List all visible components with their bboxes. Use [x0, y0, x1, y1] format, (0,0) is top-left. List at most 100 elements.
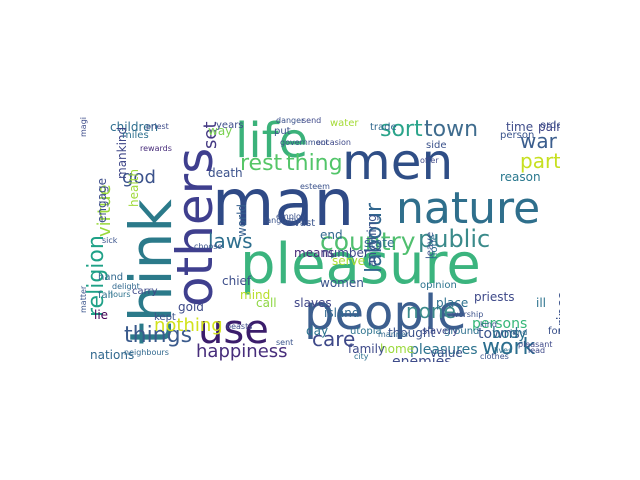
- word-nothing: nothing: [154, 315, 223, 336]
- word-body: body: [492, 326, 527, 342]
- word-way: way: [208, 124, 233, 138]
- word-slavery: slavery: [422, 326, 459, 337]
- word-neighbours: neighbours: [124, 348, 169, 357]
- word-home: home: [380, 342, 415, 356]
- word-ill: ill: [536, 296, 547, 310]
- word-men: men: [342, 133, 454, 191]
- word-danger: danger: [276, 117, 305, 125]
- word-sick: sick: [102, 236, 118, 245]
- word-health: health: [127, 169, 141, 207]
- word-sent: sent: [276, 338, 294, 347]
- word-send: send: [302, 117, 322, 125]
- word-island: island: [324, 306, 360, 320]
- word-hours: hours: [108, 290, 131, 299]
- word-occasion: occasion: [316, 138, 351, 147]
- word-person: person: [500, 130, 535, 141]
- word-water: water: [330, 118, 359, 129]
- word-sort: sort: [380, 117, 423, 142]
- word-magistrates: magistrates: [80, 117, 88, 137]
- word-side: side: [426, 140, 447, 151]
- word-carry: carry: [132, 286, 158, 297]
- word-force: force: [548, 326, 560, 337]
- word-end: end: [320, 228, 343, 242]
- word-enemies: enemies: [392, 354, 452, 362]
- word-call: call: [256, 296, 277, 310]
- word-beasts: beasts: [226, 322, 253, 331]
- word-state: state: [364, 236, 395, 250]
- word-means: means: [294, 246, 335, 260]
- word-government: government: [280, 138, 329, 147]
- word-pain: pain: [538, 120, 560, 134]
- word-things: things: [124, 323, 193, 348]
- word-pleasure: pleasure: [240, 232, 481, 297]
- word-nations: nations: [90, 348, 135, 362]
- word-priests: priests: [474, 290, 515, 304]
- word-ground: ground: [444, 326, 480, 337]
- word-man: man: [212, 167, 355, 241]
- word-number: number: [322, 246, 369, 260]
- word-public: public: [418, 225, 491, 253]
- word-thought: thought: [388, 326, 436, 340]
- word-thing: thing: [286, 151, 343, 176]
- word-put: put: [274, 126, 291, 137]
- word-rest: rest: [240, 151, 283, 176]
- word-family: family: [348, 342, 386, 356]
- word-choose: choose: [194, 242, 223, 251]
- word-children: children: [110, 120, 159, 134]
- word-cloud: man men pleasure people think others life natur…: [80, 117, 560, 362]
- word-part: part: [520, 149, 560, 173]
- word-place: place: [436, 296, 469, 310]
- word-towns: towns: [478, 326, 520, 342]
- word-manner: manner: [378, 330, 410, 339]
- word-none: none: [406, 299, 456, 323]
- word-nature: nature: [396, 183, 541, 234]
- word-mind: mind: [240, 288, 271, 302]
- word-care: care: [312, 327, 356, 351]
- word-delight: delight: [112, 282, 140, 291]
- word-lead: lead: [528, 346, 546, 355]
- word-esteem: esteem: [300, 182, 330, 191]
- word-rewards: rewards: [140, 144, 172, 153]
- word-anything: anything: [365, 214, 379, 267]
- word-women: women: [320, 276, 364, 290]
- word-engage: engage: [95, 178, 109, 223]
- word-time: time: [506, 120, 534, 134]
- word-war: war: [520, 129, 557, 153]
- word-hope: hope: [429, 234, 440, 259]
- word-pleasures: pleasures: [410, 342, 478, 358]
- word-use: use: [198, 307, 269, 353]
- word-years: years: [216, 120, 244, 131]
- word-people: people: [304, 285, 467, 341]
- word-country: country: [320, 227, 416, 256]
- word-trade: trade: [370, 122, 397, 133]
- word-utopia: utopia: [350, 326, 382, 337]
- word-lie: lie: [94, 308, 109, 322]
- word-pleasant: pleasant: [518, 340, 553, 349]
- word-death: death: [208, 166, 243, 180]
- word-employ: employ: [276, 212, 306, 221]
- word-miles: miles: [122, 130, 149, 141]
- word-god: god: [122, 167, 156, 188]
- word-kind: kind: [480, 320, 498, 329]
- word-vast: vast: [294, 218, 316, 229]
- word-land: land: [510, 328, 528, 337]
- word-value: value: [430, 346, 463, 360]
- word-opinion: opinion: [420, 280, 457, 291]
- word-life: life: [235, 117, 309, 169]
- word-serve: serve: [332, 254, 366, 268]
- word-hand: hand: [98, 272, 124, 283]
- word-reason: reason: [500, 170, 541, 184]
- word-offer: offer: [420, 156, 439, 165]
- word-gold: gold: [178, 300, 204, 314]
- word-priest: priest: [146, 122, 169, 131]
- word-work: work: [482, 335, 536, 360]
- word-city: city: [354, 352, 369, 361]
- word-language: language: [264, 216, 302, 225]
- word-fall: fall: [98, 290, 114, 301]
- word-order: order: [540, 120, 560, 131]
- word-slaves: slaves: [294, 296, 332, 310]
- word-matter: matter: [80, 285, 88, 313]
- word-lives: lives: [494, 346, 513, 355]
- word-clothes: clothes: [480, 352, 509, 361]
- word-world: world: [235, 203, 249, 237]
